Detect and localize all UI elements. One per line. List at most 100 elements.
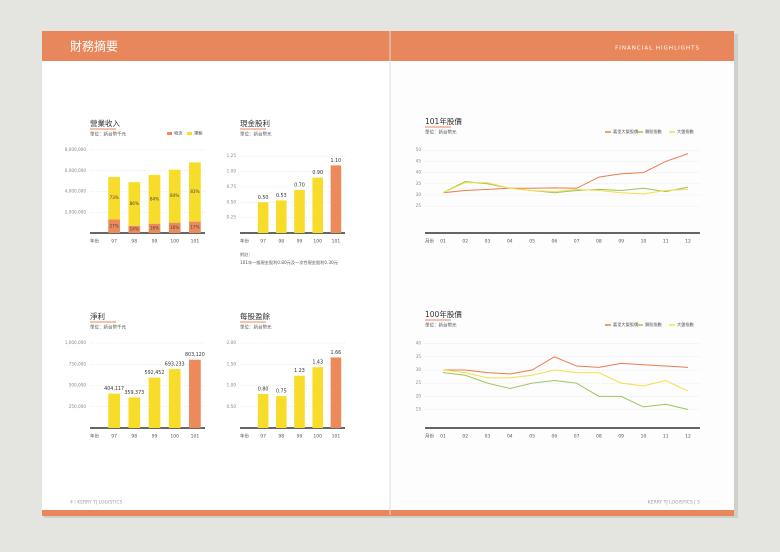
x-tick-label: 05 [529,239,535,245]
x-tick-label: 98 [131,434,137,440]
y-tick-label: 2.00 [227,340,237,345]
x-tick-label: 101 [332,239,341,245]
x-axis-label: 年份 [90,238,99,245]
legend-label: 運輸 [194,130,203,137]
legend-label: 大盤指數 [677,128,695,135]
y-tick-label: 4,000,000 [65,189,87,194]
y-tick-label: 0.50 [227,404,237,409]
chart-subtitle: 單位：新台幣元 [240,324,272,331]
value-label: 1.66 [331,350,342,356]
x-tick-label: 10 [641,239,647,245]
value-label: 1.23 [294,368,305,374]
x-tick-label: 101 [332,434,341,440]
bar-segment [189,221,201,233]
y-tick-label: 20 [416,393,422,398]
right-title: FINANCIAL HIGHLIGHTS [615,46,700,52]
segment-label: 27% [109,223,118,228]
y-tick-label: 2,000,000 [65,209,87,214]
x-tick-label: 100 [313,434,322,440]
legend-label: 嘉里大榮股價 [613,128,639,135]
x-tick-label: 11 [663,434,669,440]
segment-label: 14% [130,226,139,231]
segment-label: 16% [150,225,159,230]
x-tick-label: 05 [529,434,535,440]
y-tick-label: 40 [416,341,422,346]
value-label: 1.43 [312,360,323,366]
y-tick-label: 35 [416,181,422,186]
x-tick-label: 97 [260,239,266,245]
bar [330,165,342,233]
y-tick-label: 30 [416,192,422,197]
segment-label: 83% [190,189,199,194]
bar [257,202,269,233]
bar-segment [148,223,161,233]
x-tick-label: 98 [278,434,284,440]
line-series [442,182,689,195]
bar [294,375,305,428]
x-tick-label: 10 [641,434,647,440]
line-series [442,369,689,392]
y-tick-label: 0.25 [227,215,237,220]
x-tick-label: 04 [507,239,513,245]
y-tick-label: 1.00 [227,383,237,388]
x-axis-label: 年份 [240,433,249,440]
x-axis-label: 年份 [240,238,249,245]
y-tick-label: 45 [416,158,422,163]
legend-swatch [187,132,192,135]
x-tick-label: 09 [618,434,624,440]
x-tick-label: 01 [440,434,446,440]
bar [168,369,181,428]
footer-band [42,510,734,516]
value-label: 803,120 [185,352,205,358]
bar [128,397,141,428]
bar-segment [168,169,181,223]
left-page [42,31,390,515]
x-tick-label: 06 [551,434,557,440]
bar [276,200,287,233]
y-tick-label: 6,000,000 [65,168,87,173]
bar [312,177,323,233]
x-tick-label: 03 [485,239,491,245]
x-tick-label: 101 [191,434,200,440]
y-tick-label: 1.25 [227,153,237,158]
x-tick-label: 02 [462,434,468,440]
x-tick-label: 03 [485,434,491,440]
y-tick-label: 50 [416,147,422,152]
bar [276,396,287,428]
chart-title: 營業收入 [90,118,120,128]
x-tick-label: 12 [685,434,691,440]
x-tick-label: 99 [297,434,303,440]
right-footer: KERRY TJ LOGISTICS | 5 [648,500,700,506]
x-tick-label: 99 [297,239,303,245]
note: 附註： [240,251,253,258]
legend-label: 類股指數 [645,321,663,328]
x-tick-label: 100 [313,239,322,245]
x-tick-label: 08 [596,239,602,245]
x-axis-label: 月份 [425,238,434,245]
chart-title: 現金股利 [240,118,270,128]
y-tick-label: 250,000 [69,404,87,409]
bar-segment [108,219,120,233]
y-tick-label: 8,000,000 [65,147,87,152]
segment-label: 16% [170,225,179,230]
bar-segment [128,225,141,233]
x-tick-label: 98 [278,239,284,245]
line-series [443,356,689,375]
value-label: 0.90 [312,170,323,176]
bar-segment [148,174,161,224]
legend-label: 物流 [174,130,183,137]
value-label: 404,117 [104,386,124,392]
chart-subtitle: 單位：新台幣元 [425,129,457,136]
note: 101年一般現金股利0.80元及一次性現金股利0.30元 [240,259,338,266]
value-label: 693,233 [165,362,185,368]
x-tick-label: 100 [170,239,179,245]
x-tick-label: 99 [152,239,158,245]
line-series [442,181,689,194]
x-tick-label: 97 [111,239,117,245]
segment-label: 17% [190,224,199,229]
bar-segment [108,176,120,220]
chart-title: 101年股價 [425,116,462,126]
bar [189,359,201,428]
left-title: 財務摘要 [70,39,118,54]
